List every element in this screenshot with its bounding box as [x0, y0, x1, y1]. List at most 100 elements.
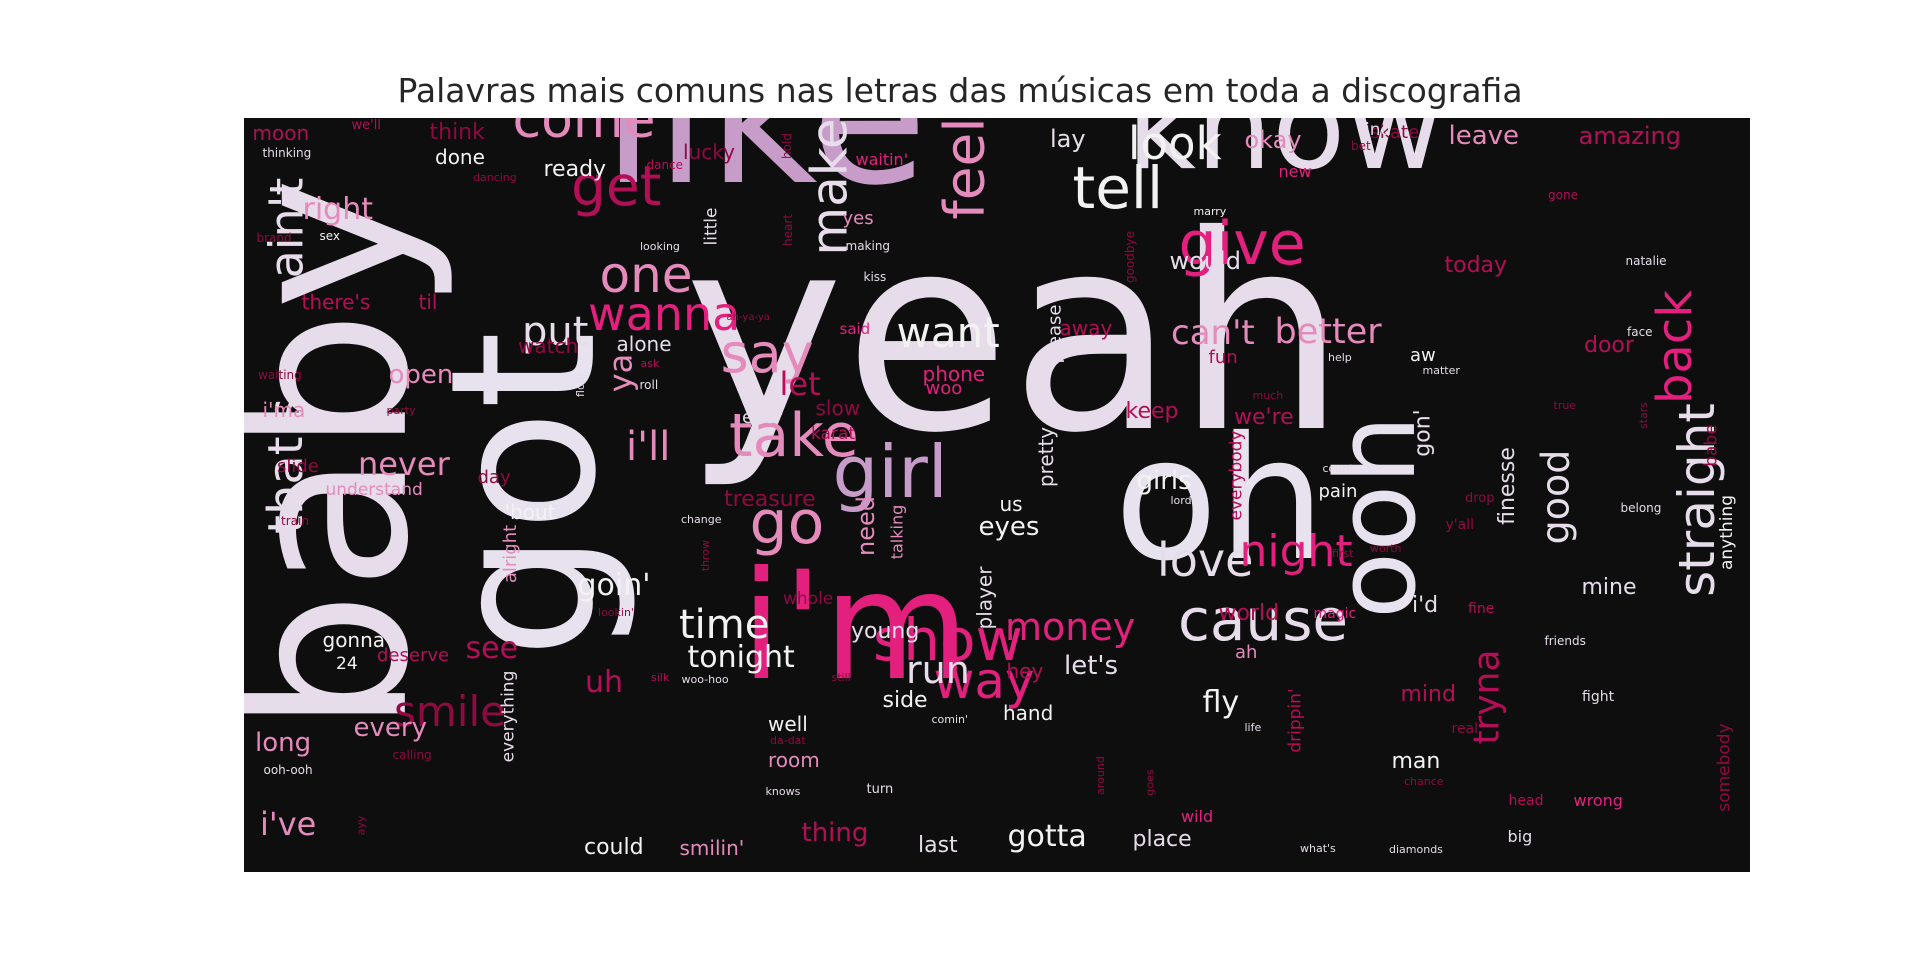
word-i-m: i'm	[740, 540, 970, 714]
word-looking: looking	[640, 239, 680, 253]
word-please: please	[1043, 304, 1065, 364]
word-ayy: ayy	[354, 815, 368, 835]
word-gotta: gotta	[1007, 819, 1087, 854]
word-fight: fight	[1582, 689, 1615, 705]
word-marry: marry	[1193, 204, 1227, 218]
word-floor: floor	[573, 371, 587, 397]
word-dance: dance	[646, 158, 684, 172]
word-smilin: smilin'	[679, 836, 745, 860]
word-wait: wait	[949, 406, 973, 420]
word-fine: fine	[1468, 601, 1495, 617]
word-skate: skate	[1370, 122, 1420, 143]
word-we-re: we're	[1234, 405, 1294, 430]
word-see: see	[465, 631, 519, 666]
word-goes: goes	[1143, 768, 1157, 796]
word-alone: alone	[616, 332, 672, 356]
word-think: think	[429, 120, 485, 145]
word-drippin: drippin'	[1285, 687, 1306, 753]
word-leave: leave	[1448, 121, 1520, 151]
word-talking: talking	[886, 504, 906, 560]
word-time: time	[679, 602, 770, 648]
word-phone: phone	[922, 362, 986, 386]
word-much: much	[1252, 388, 1284, 402]
word-heart: heart	[780, 214, 795, 246]
word-goodbye: goodbye	[1123, 230, 1138, 284]
word-calling: calling	[392, 748, 432, 762]
word-run: run	[906, 648, 970, 692]
word-ah: ah	[1235, 642, 1258, 663]
word-around: around	[1093, 755, 1107, 795]
word-take: take	[729, 401, 859, 471]
word-deserve: deserve	[377, 645, 450, 666]
word-chance: chance	[1404, 774, 1444, 788]
word-train: train	[281, 514, 309, 528]
word-ooh-ooh: ooh-ooh	[263, 763, 313, 777]
word-face: face	[1627, 325, 1653, 339]
word-comin: comin'	[931, 712, 969, 726]
word-hold: hold	[779, 133, 794, 159]
word-understand: understand	[325, 479, 423, 500]
word-party: party	[386, 403, 416, 417]
word-somebody: somebody	[1714, 722, 1735, 812]
word-wanna: wanna	[588, 287, 741, 341]
word-wild: wild	[1181, 807, 1214, 826]
word-one: one	[599, 246, 693, 304]
word-lay: lay	[1050, 125, 1086, 153]
word-want: want	[896, 308, 1000, 357]
word-da-dat: da-dat	[770, 733, 806, 747]
word-finesse: finesse	[1494, 447, 1520, 525]
word-worth: worth	[1370, 541, 1402, 555]
word-i-d: i'd	[1412, 593, 1439, 618]
word-ever: ever	[742, 407, 783, 428]
word-mine: mine	[1581, 575, 1637, 600]
word-thinking: thinking	[262, 146, 312, 160]
word-eyes: eyes	[978, 512, 1040, 542]
word-knows: knows	[765, 784, 801, 798]
word-player: player	[971, 566, 996, 630]
word-good: good	[1532, 449, 1577, 545]
word-pretty: pretty	[1034, 426, 1059, 488]
word-never: never	[358, 445, 450, 483]
word-done: done	[435, 145, 485, 169]
word-girls: girls	[1136, 466, 1192, 496]
word-man: man	[1391, 749, 1441, 774]
word-babe: babe	[1701, 423, 1722, 467]
word-woo: woo	[925, 378, 963, 399]
word-can-t: can't	[1171, 313, 1255, 353]
word-tell: tell	[1072, 154, 1164, 222]
word-last: last	[918, 833, 958, 858]
word-we-ll: we'll	[351, 118, 381, 133]
word-ya: ya	[600, 353, 639, 393]
chart-title: Palavras mais comuns nas letras das músi…	[397, 71, 1523, 110]
word-goin: goin'	[577, 568, 651, 603]
word-young: young	[851, 619, 920, 644]
word-waitin: waitin'	[855, 150, 909, 169]
word-love: love	[1157, 533, 1254, 587]
word-alright: alright	[500, 524, 522, 584]
word-true: true	[1553, 398, 1577, 412]
word-uh: uh	[585, 665, 624, 700]
word-give: give	[1178, 209, 1306, 279]
word-bout: 'bout	[504, 500, 556, 524]
word-fun: fun	[1208, 347, 1238, 368]
word-til: til	[418, 290, 438, 314]
word-mind: mind	[1400, 682, 1456, 707]
word-y-all: y'all	[1445, 517, 1475, 533]
word-let: let	[779, 365, 821, 403]
word-treasure: treasure	[724, 487, 816, 512]
word-need: need	[851, 496, 880, 556]
word-every: every	[353, 713, 427, 743]
word-lookin: lookin'	[598, 605, 634, 619]
word-i-ma: i'ma	[262, 398, 306, 422]
word-belong: belong	[1620, 501, 1662, 515]
word-roll: roll	[639, 378, 659, 392]
word-dancing: dancing	[473, 170, 517, 184]
word-better: better	[1274, 311, 1382, 352]
word-thing: thing	[801, 818, 869, 848]
word-karat: karat	[811, 423, 856, 444]
word-gon: gon'	[1410, 409, 1436, 457]
word-lord: lord	[1170, 493, 1192, 507]
wordcloud-panel: yeahbabygotlikeohi'mknowoohgirltellgiveg…	[244, 118, 1750, 872]
word-hey: hey	[1006, 659, 1044, 683]
word-turn: turn	[866, 781, 894, 797]
